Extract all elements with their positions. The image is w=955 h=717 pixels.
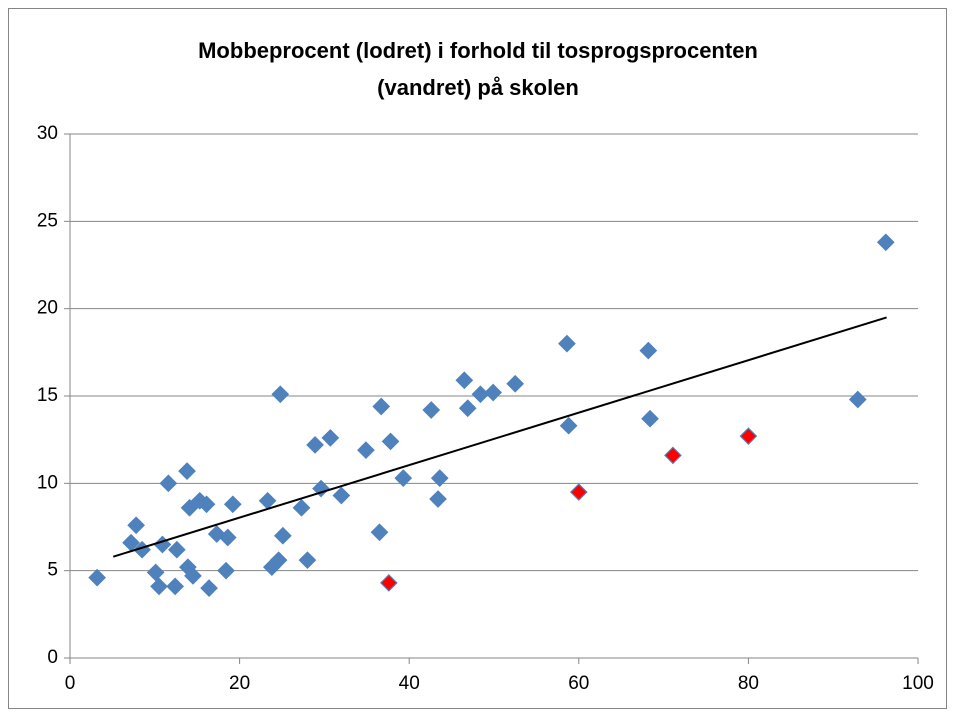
x-tick-label: 0 [65,673,76,694]
data-point [200,579,218,597]
y-tick-label: 20 [37,298,58,319]
data-point [381,432,400,451]
data-point [639,341,658,360]
data-point [429,490,447,508]
chart-title: Mobbeprocent (lodret) i forhold til tosp… [198,38,758,63]
chart-border [8,8,947,709]
y-tick-label: 25 [37,210,58,231]
data-point [664,446,682,465]
data-point [357,441,375,459]
data-point [506,374,525,393]
data-point [184,567,202,585]
data-point [150,577,168,596]
y-tick-label: 10 [37,472,58,493]
data-point [372,397,391,416]
y-tick-label: 0 [47,647,58,668]
data-point [455,371,474,390]
y-tick-label: 5 [47,560,58,581]
data-point [312,479,330,498]
data-point [306,436,324,454]
data-point [332,486,351,505]
data-point [146,563,165,582]
x-tick-label: 20 [229,673,250,694]
data-point [559,416,578,435]
chart-title: (vandret) på skolen [377,75,579,100]
data-point [379,574,398,592]
data-point [178,462,196,480]
data-point [88,568,106,587]
data-point [558,334,576,353]
data-point [207,525,226,543]
data-point [167,540,186,559]
data-point [739,427,758,446]
data-point [569,483,588,501]
data-point [298,551,317,570]
data-point [269,551,288,570]
data-point [180,498,199,517]
data-point [197,495,216,514]
data-point [217,561,235,580]
trendline [112,316,887,558]
x-tick-label: 40 [399,673,420,694]
data-point [484,383,503,402]
data-point [394,469,413,487]
data-point [430,469,449,487]
data-point [848,390,867,409]
data-point [127,516,145,535]
data-point [321,429,340,447]
data-point [641,409,659,428]
data-point [271,385,290,404]
data-point [876,233,895,252]
y-tick-label: 15 [37,385,58,406]
data-point [458,399,477,418]
data-point [218,528,237,547]
x-tick-label: 100 [902,673,934,694]
x-tick-label: 60 [568,673,589,694]
data-point [370,523,389,542]
data-point [159,474,178,493]
y-tick-label: 30 [37,123,58,144]
data-point [292,498,311,517]
data-point [422,401,441,419]
x-tick-label: 80 [738,673,759,694]
data-point [223,495,242,514]
data-point [273,526,292,545]
data-point [166,577,185,596]
